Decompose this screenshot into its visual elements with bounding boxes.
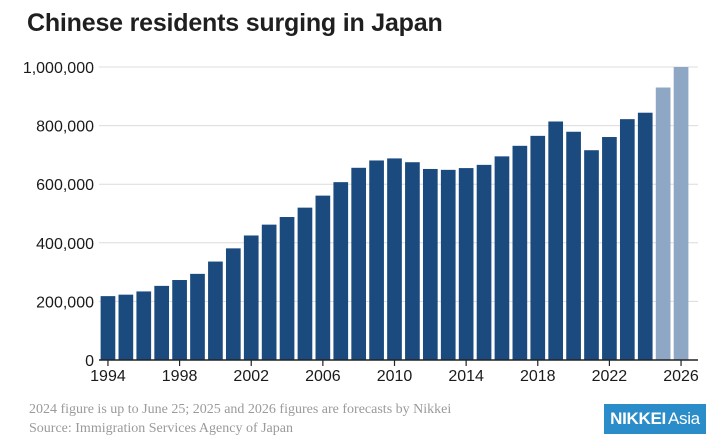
bar-2000 — [208, 261, 223, 360]
bar-2009 — [369, 160, 384, 360]
x-tick-label: 2010 — [377, 368, 413, 385]
y-tick-label: 400,000 — [36, 236, 94, 253]
bar-1996 — [136, 291, 152, 360]
logo-text-nikkei: NIKKEI — [610, 409, 666, 428]
x-tick-label: 2014 — [448, 368, 484, 385]
bar-1995 — [118, 294, 134, 360]
x-tick-label: 1994 — [90, 368, 126, 385]
y-tick-label: 800,000 — [36, 119, 94, 136]
bar-2018 — [530, 135, 546, 360]
bar-2012 — [422, 168, 438, 360]
bar-2013 — [440, 169, 456, 360]
y-tick-label: 1,000,000 — [23, 60, 94, 77]
nikkei-asia-logo[interactable]: NIKKEI Asia — [604, 404, 706, 434]
x-tick-label: 2018 — [520, 368, 556, 385]
bar-2002 — [243, 235, 259, 360]
y-tick-label: 0 — [85, 353, 94, 370]
bar-2017 — [512, 145, 528, 360]
x-tick-label: 1998 — [162, 368, 198, 385]
bar-2008 — [351, 167, 367, 360]
x-tick-label: 2002 — [233, 368, 269, 385]
bar-2026 — [673, 67, 689, 360]
bar-2022 — [602, 137, 617, 360]
axes: 0 200,000 400,000 600,000 800,000 1,000,000 19… — [23, 60, 699, 385]
source-note: Source: Immigration Services Agency of J… — [29, 421, 293, 436]
bar-2019 — [548, 121, 564, 360]
bar-1998 — [172, 280, 187, 360]
bar-2024 — [637, 112, 653, 360]
bar-2011 — [405, 162, 420, 360]
footnote: 2024 figure is up to June 25; 2025 and 2… — [29, 402, 452, 417]
bar-2014 — [458, 168, 474, 360]
x-tick-label: 2006 — [305, 368, 341, 385]
bar-1999 — [190, 273, 205, 360]
x-tick-label: 2022 — [592, 368, 628, 385]
bar-2025 — [655, 87, 671, 360]
bar-1997 — [154, 285, 170, 360]
bar-2015 — [476, 164, 492, 360]
y-tick-label: 200,000 — [36, 294, 94, 311]
bar-2005 — [297, 207, 313, 360]
bar-2007 — [333, 182, 349, 360]
bar-1994 — [100, 296, 116, 360]
chart-title: Chinese residents surging in Japan — [27, 9, 443, 37]
x-tick-label: 2026 — [663, 368, 699, 385]
bar-2021 — [584, 150, 599, 360]
bar-2006 — [315, 195, 331, 360]
logo-text-asia: Asia — [667, 409, 700, 428]
bar-2020 — [566, 131, 581, 360]
bar-2010 — [387, 158, 402, 360]
bar-chart: 0 200,000 400,000 600,000 800,000 1,000,000 19… — [23, 60, 699, 385]
bar-2001 — [225, 248, 241, 360]
bar-2023 — [619, 119, 635, 361]
bars — [100, 67, 689, 361]
bar-2016 — [494, 156, 510, 360]
bar-2004 — [279, 217, 295, 360]
bar-2003 — [261, 224, 277, 360]
y-tick-label: 600,000 — [36, 177, 94, 194]
